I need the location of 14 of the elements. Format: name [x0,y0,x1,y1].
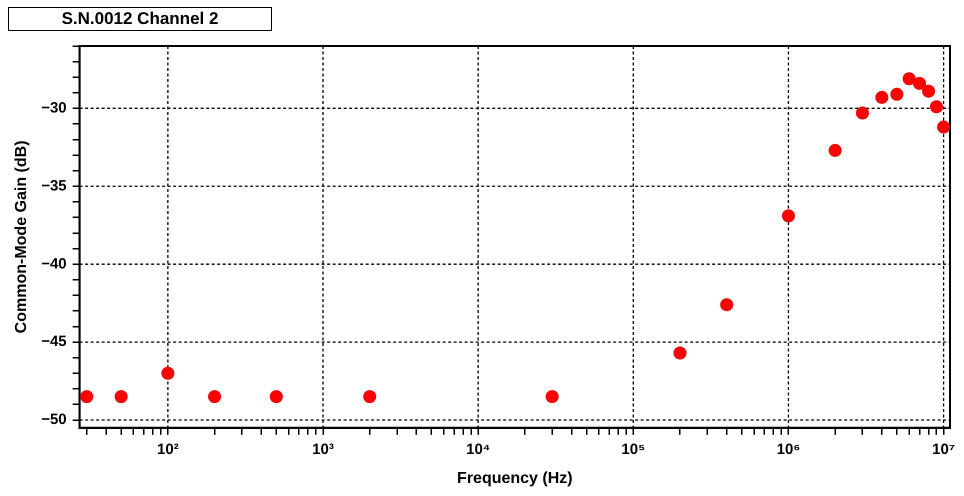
x-axis-title: Frequency (Hz) [457,470,573,487]
y-tick-label: −50 [41,411,67,428]
x-tick-label: 10⁶ [776,440,800,458]
y-tick-label: −35 [41,177,67,194]
y-tick-label: −45 [41,333,67,350]
y-axis-title: Common-Mode Gain (dB) [13,140,30,334]
y-tick-label: −30 [41,99,67,116]
x-tick-label: 10⁴ [466,440,490,458]
chart-title: S.N.0012 Channel 2 [8,7,272,31]
x-tick-label: 10² [157,440,179,458]
x-tick-label: 10⁵ [621,440,646,458]
x-tick-label: 10⁷ [932,440,956,458]
y-tick-label: −40 [41,255,67,272]
x-tick-label: 10³ [312,440,334,458]
